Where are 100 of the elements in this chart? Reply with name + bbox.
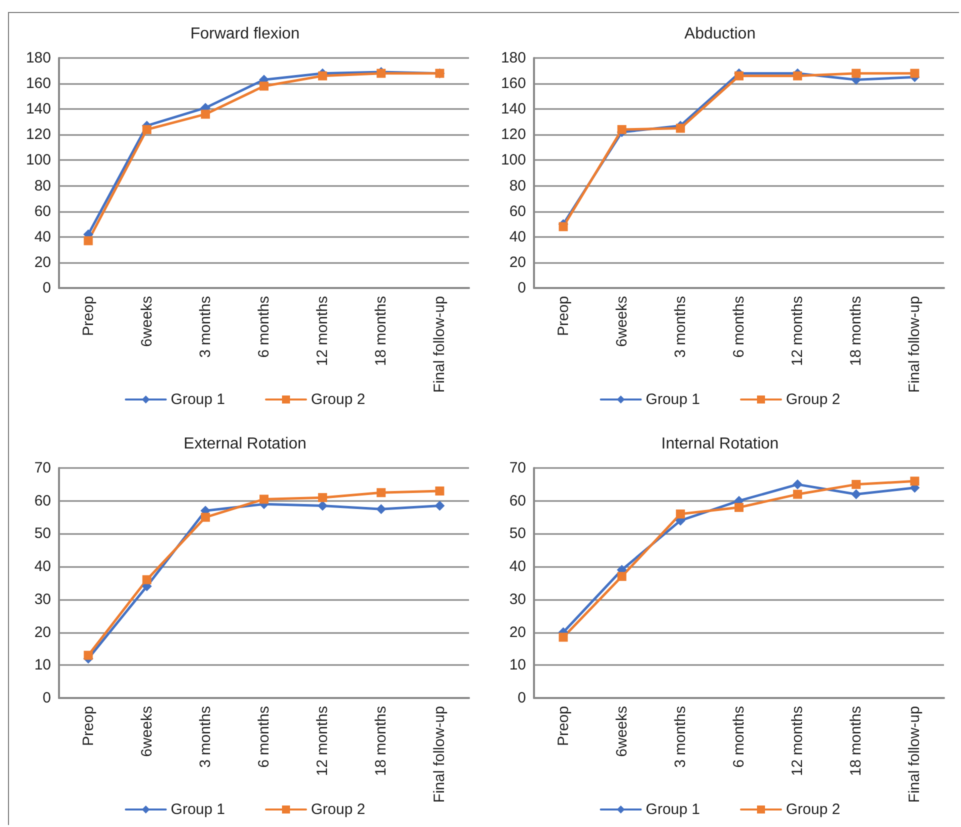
- legend-label: Group 1: [170, 801, 226, 818]
- chart-title: External Rotation: [184, 436, 306, 452]
- point: [734, 502, 744, 512]
- y-tick-label: 60: [509, 492, 526, 510]
- point: [558, 222, 568, 232]
- y-tick-label: 140: [500, 100, 526, 118]
- point: [200, 512, 210, 522]
- y-tick-label: 160: [26, 75, 51, 92]
- y-tick-label: 0: [42, 280, 51, 296]
- x-tick-label: 12 months: [789, 706, 806, 776]
- y-tick-label: 60: [34, 202, 51, 220]
- x-tick-label: 6weeks: [613, 706, 630, 757]
- point: [910, 68, 920, 78]
- x-tick-label: Preop: [80, 706, 97, 746]
- legend-label: Group 2: [311, 801, 366, 818]
- x-tick-label: 3 months: [672, 706, 689, 768]
- y-tick-label: 160: [500, 75, 526, 92]
- point: [558, 632, 568, 642]
- point: [260, 494, 268, 504]
- y-tick-label: 100: [500, 152, 526, 169]
- y-tick-label: 10: [509, 656, 526, 674]
- chart-title: Forward flexion: [190, 26, 300, 42]
- point: [376, 504, 386, 514]
- point: [734, 71, 744, 80]
- point: [84, 236, 93, 246]
- point: [793, 490, 802, 499]
- chart-title: Abduction: [684, 26, 756, 42]
- x-tick-label: 6 months: [730, 296, 748, 358]
- x-tick-label: 6weeks: [138, 706, 156, 757]
- x-tick-label: 12 months: [314, 296, 332, 366]
- y-tick-label: 70: [34, 460, 51, 476]
- x-tick-label: Preop: [554, 706, 572, 746]
- y-tick-label: 20: [34, 254, 51, 271]
- x-tick-label: 6 months: [730, 706, 748, 768]
- point: [200, 110, 210, 119]
- point: [142, 575, 152, 584]
- y-tick-label: 120: [26, 126, 51, 144]
- point: [617, 572, 626, 581]
- point: [435, 486, 444, 496]
- point: [852, 68, 861, 78]
- y-tick-label: 70: [509, 460, 526, 476]
- y-tick-label: 40: [509, 558, 526, 576]
- y-tick-label: 40: [509, 228, 526, 246]
- y-tick-label: 50: [509, 525, 526, 542]
- point: [792, 479, 803, 490]
- y-tick-label: 40: [34, 558, 51, 576]
- y-tick-label: 180: [26, 50, 51, 66]
- y-tick-label: 30: [509, 590, 526, 608]
- y-tick-label: 80: [34, 177, 51, 194]
- legend-label: Group 2: [786, 391, 840, 408]
- y-tick-label: 0: [42, 690, 51, 706]
- y-tick-label: 0: [518, 280, 526, 296]
- x-tick-label: 6weeks: [613, 296, 630, 347]
- point: [376, 488, 386, 498]
- point: [851, 489, 862, 500]
- point: [910, 476, 920, 486]
- point: [793, 71, 802, 80]
- legend-label: Group 1: [646, 801, 700, 818]
- x-tick-label: Final follow-up: [906, 706, 924, 803]
- x-tick-label: Final follow-up: [906, 296, 924, 393]
- y-tick-label: 120: [500, 126, 526, 144]
- legend-label: Group 1: [170, 391, 226, 408]
- x-tick-label: Preop: [80, 296, 97, 336]
- y-tick-label: 10: [34, 656, 51, 674]
- y-tick-label: 50: [34, 525, 51, 542]
- x-tick-label: 6weeks: [138, 296, 156, 347]
- point: [676, 510, 685, 518]
- x-tick-label: Preop: [554, 296, 572, 336]
- x-tick-label: 18 months: [848, 296, 865, 366]
- point: [676, 124, 685, 133]
- point: [852, 480, 861, 489]
- y-tick-label: 20: [509, 624, 526, 641]
- point: [617, 125, 626, 134]
- y-tick-label: 180: [500, 50, 526, 66]
- y-tick-label: 100: [26, 152, 51, 169]
- x-tick-label: 6 months: [256, 706, 272, 768]
- y-tick-label: 40: [34, 228, 51, 246]
- x-tick-label: 6 months: [256, 296, 272, 358]
- y-tick-label: 30: [34, 590, 51, 608]
- chart-title: Internal Rotation: [661, 436, 779, 452]
- x-tick-label: Final follow-up: [431, 296, 448, 393]
- x-tick-label: Final follow-up: [431, 706, 448, 803]
- x-tick-label: 12 months: [314, 706, 332, 776]
- y-tick-label: 0: [518, 690, 526, 706]
- y-tick-label: 60: [509, 202, 526, 220]
- x-tick-label: 18 months: [848, 706, 865, 776]
- y-tick-label: 20: [509, 254, 526, 271]
- point: [318, 71, 328, 80]
- point: [318, 500, 328, 511]
- x-tick-label: 3 months: [672, 296, 689, 358]
- legend-label: Group 1: [646, 391, 700, 408]
- x-tick-label: 18 months: [372, 706, 390, 776]
- point: [434, 500, 445, 511]
- point: [260, 82, 268, 91]
- x-tick-label: 18 months: [372, 296, 390, 366]
- y-tick-label: 60: [34, 492, 51, 510]
- legend-label: Group 2: [786, 801, 840, 818]
- point: [142, 125, 152, 134]
- point: [84, 650, 93, 660]
- point: [318, 493, 328, 502]
